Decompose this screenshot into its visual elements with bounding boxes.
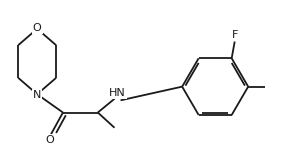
Text: HN: HN	[109, 88, 126, 98]
Text: O: O	[33, 23, 42, 33]
Text: O: O	[46, 135, 54, 145]
Text: F: F	[232, 30, 238, 40]
Text: N: N	[33, 90, 41, 100]
